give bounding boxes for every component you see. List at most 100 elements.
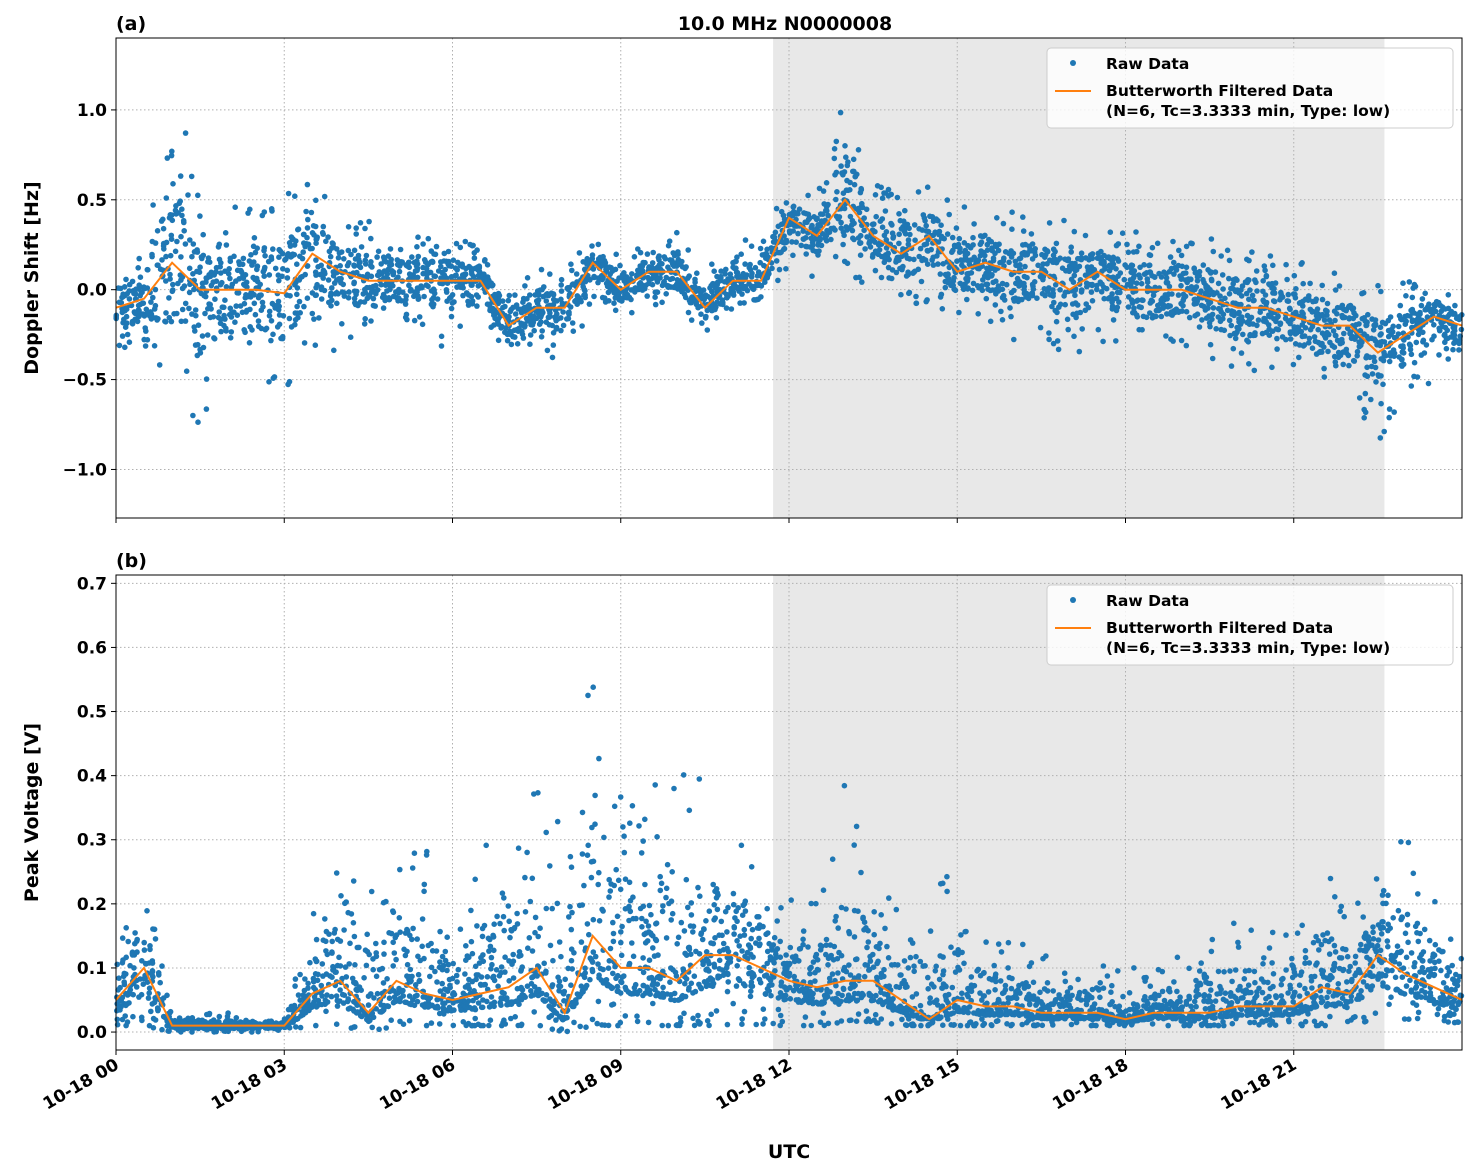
raw-data-point: [494, 913, 500, 920]
raw-data-point: [1199, 317, 1205, 323]
raw-data-point: [1361, 331, 1367, 337]
raw-data-point: [396, 286, 402, 293]
raw-data-point: [135, 265, 141, 271]
raw-data-point: [1270, 298, 1277, 304]
raw-data-point: [506, 331, 513, 337]
raw-data-point: [1406, 279, 1413, 285]
raw-data-point: [1079, 326, 1085, 332]
raw-data-point: [123, 925, 129, 931]
raw-data-point: [553, 1010, 560, 1016]
raw-data-point: [1362, 318, 1369, 325]
raw-data-point: [1232, 335, 1239, 342]
raw-data-point: [862, 246, 868, 252]
raw-data-point: [1180, 302, 1186, 309]
raw-data-point: [1051, 256, 1057, 263]
raw-data-point: [1191, 296, 1198, 303]
legend-filtered-params: (N=6, Tc=3.3333 min, Type: low): [1106, 102, 1390, 120]
raw-data-point: [974, 283, 981, 289]
raw-data-point: [192, 1019, 199, 1026]
raw-data-point: [1125, 304, 1132, 310]
raw-data-point: [1445, 305, 1452, 312]
raw-data-point: [589, 243, 595, 249]
raw-data-point: [925, 228, 932, 235]
raw-data-point: [831, 146, 838, 152]
raw-data-point: [1279, 294, 1286, 300]
raw-data-point: [896, 257, 902, 264]
raw-data-point: [918, 278, 925, 285]
raw-data-point: [1247, 287, 1253, 293]
raw-data-point: [1271, 290, 1278, 296]
raw-data-point: [1095, 326, 1102, 333]
raw-data-point: [294, 303, 300, 310]
raw-data-point: [463, 943, 469, 949]
raw-data-point: [157, 979, 163, 986]
raw-data-point: [186, 265, 193, 272]
raw-data-point: [547, 313, 553, 320]
raw-data-point: [308, 209, 315, 216]
raw-data-point: [142, 960, 149, 967]
raw-data-point: [383, 259, 389, 265]
raw-data-point: [1298, 261, 1304, 267]
raw-data-point: [924, 184, 931, 190]
raw-data-point: [1156, 270, 1162, 277]
raw-data-point: [1167, 254, 1174, 260]
raw-data-point: [888, 275, 895, 282]
raw-data-point: [992, 302, 999, 308]
raw-data-point: [949, 282, 956, 288]
raw-data-point: [582, 278, 589, 285]
raw-data-point: [388, 1017, 395, 1023]
raw-data-point: [154, 262, 161, 269]
raw-data-point: [506, 918, 512, 925]
raw-data-point: [574, 279, 580, 285]
raw-data-point: [498, 964, 505, 970]
raw-data-point: [1378, 288, 1384, 295]
raw-data-point: [979, 283, 985, 289]
raw-data-point: [1228, 322, 1235, 329]
raw-data-point: [810, 242, 816, 249]
raw-data-point: [938, 291, 945, 298]
raw-data-point: [704, 327, 711, 333]
raw-data-point: [434, 979, 440, 985]
raw-data-point: [389, 269, 396, 276]
raw-data-point: [1255, 317, 1262, 323]
raw-data-point: [592, 821, 598, 827]
raw-data-point: [254, 245, 260, 251]
raw-data-point: [1290, 361, 1297, 368]
raw-data-point: [1180, 270, 1187, 277]
raw-data-point: [348, 251, 354, 258]
raw-data-point: [1178, 252, 1185, 259]
raw-data-point: [421, 888, 427, 895]
raw-data-point: [133, 286, 139, 293]
raw-data-point: [680, 772, 687, 778]
raw-data-point: [189, 311, 195, 317]
raw-data-point: [179, 212, 185, 219]
raw-data-point: [438, 333, 445, 340]
raw-data-point: [466, 264, 473, 270]
raw-data-point: [346, 289, 352, 295]
raw-data-point: [1416, 316, 1422, 322]
raw-data-point: [550, 957, 556, 964]
raw-data-point: [441, 250, 448, 257]
raw-data-point: [512, 292, 518, 298]
raw-data-point: [169, 288, 176, 295]
raw-data-point: [606, 876, 612, 883]
raw-data-point: [576, 993, 582, 1000]
raw-data-point: [1431, 333, 1437, 340]
raw-data-point: [322, 916, 328, 922]
raw-data-point: [1267, 253, 1274, 259]
raw-data-point: [1219, 272, 1226, 278]
raw-data-point: [1275, 326, 1282, 333]
raw-data-point: [1399, 363, 1405, 369]
raw-data-point: [619, 298, 625, 304]
raw-data-point: [1208, 236, 1215, 242]
raw-data-point: [1201, 279, 1207, 286]
raw-data-point: [174, 310, 180, 317]
raw-data-point: [1028, 231, 1035, 237]
raw-data-point: [454, 284, 460, 290]
raw-data-point: [218, 270, 224, 276]
raw-data-point: [315, 971, 321, 978]
raw-data-point: [362, 225, 368, 232]
raw-data-point: [921, 215, 928, 221]
raw-data-point: [132, 930, 138, 936]
raw-data-point: [709, 976, 716, 983]
